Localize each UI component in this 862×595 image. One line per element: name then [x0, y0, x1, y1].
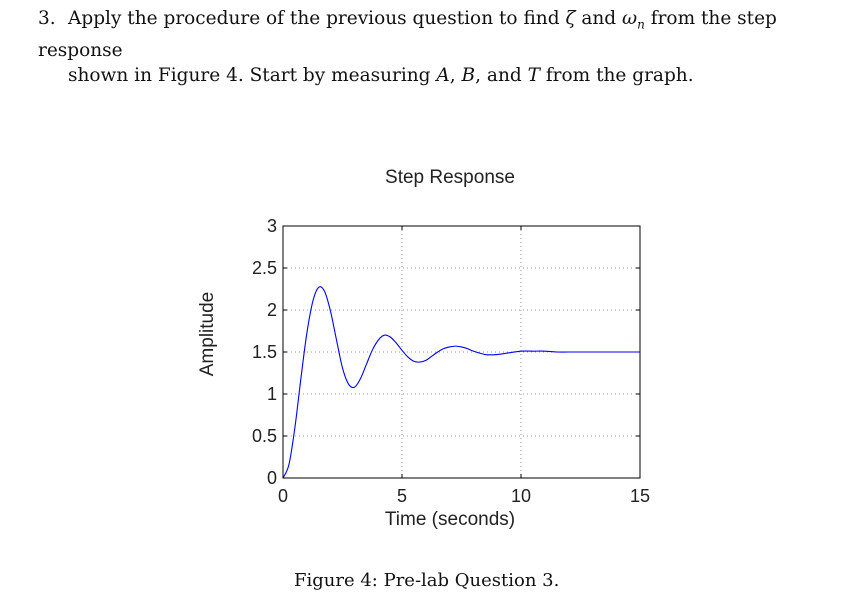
y-tick-label: 0.5: [252, 426, 277, 446]
question-text-part: shown in Figure 4. Start by measuring: [68, 64, 437, 86]
question-number: 3.: [38, 8, 56, 29]
series: [282, 286, 640, 479]
zeta-symbol: ζ: [565, 8, 576, 29]
x-tick-label: 15: [630, 486, 650, 506]
question-text-part: , and: [475, 64, 528, 86]
y-tick-label: 2: [267, 300, 277, 320]
question-text-part: from the graph.: [539, 64, 694, 86]
chart-title: Step Response: [385, 167, 515, 188]
y-axis-label: Amplitude: [197, 292, 218, 377]
x-tick-label: 0: [278, 486, 288, 506]
question-text-part: Apply the procedure of the previous ques…: [68, 8, 566, 29]
question-line-2: shown in Figure 4. Start by measuring A,…: [38, 63, 838, 88]
y-tick-label: 0: [267, 468, 277, 488]
variable-b: B: [461, 64, 476, 86]
x-tick-label: 10: [511, 486, 531, 506]
y-tick-label: 1.5: [252, 342, 277, 362]
x-tick-label: 5: [397, 486, 407, 506]
variable-t: T: [527, 64, 540, 86]
question-text-part: from the step response: [38, 8, 777, 61]
question-line-1: 3. Apply the procedure of the previous qu…: [38, 6, 838, 63]
y-tick-label: 2.5: [252, 258, 277, 278]
step-response-chart: Step Response Time (seconds) Amplitude 0…: [197, 167, 650, 530]
variable-a: A: [436, 64, 450, 86]
plot-frame: [282, 225, 641, 479]
omega-n-symbol: ωn: [622, 8, 645, 32]
question-text: 3. Apply the procedure of the previous qu…: [38, 6, 838, 88]
y-tick-label: 1: [267, 384, 277, 404]
question-text-part: and: [575, 8, 623, 29]
figure-caption: Figure 4: Pre-lab Question 3.: [294, 570, 560, 591]
step-response-line: [282, 286, 640, 479]
question-text-part: ,: [449, 64, 462, 86]
ticks: 0 5 10 15 0 0.5 1 1.5 2 2.5 3: [252, 216, 650, 506]
y-tick-label: 3: [267, 216, 277, 236]
omega-subscript: n: [637, 17, 645, 32]
x-axis-label: Time (seconds): [385, 509, 515, 530]
